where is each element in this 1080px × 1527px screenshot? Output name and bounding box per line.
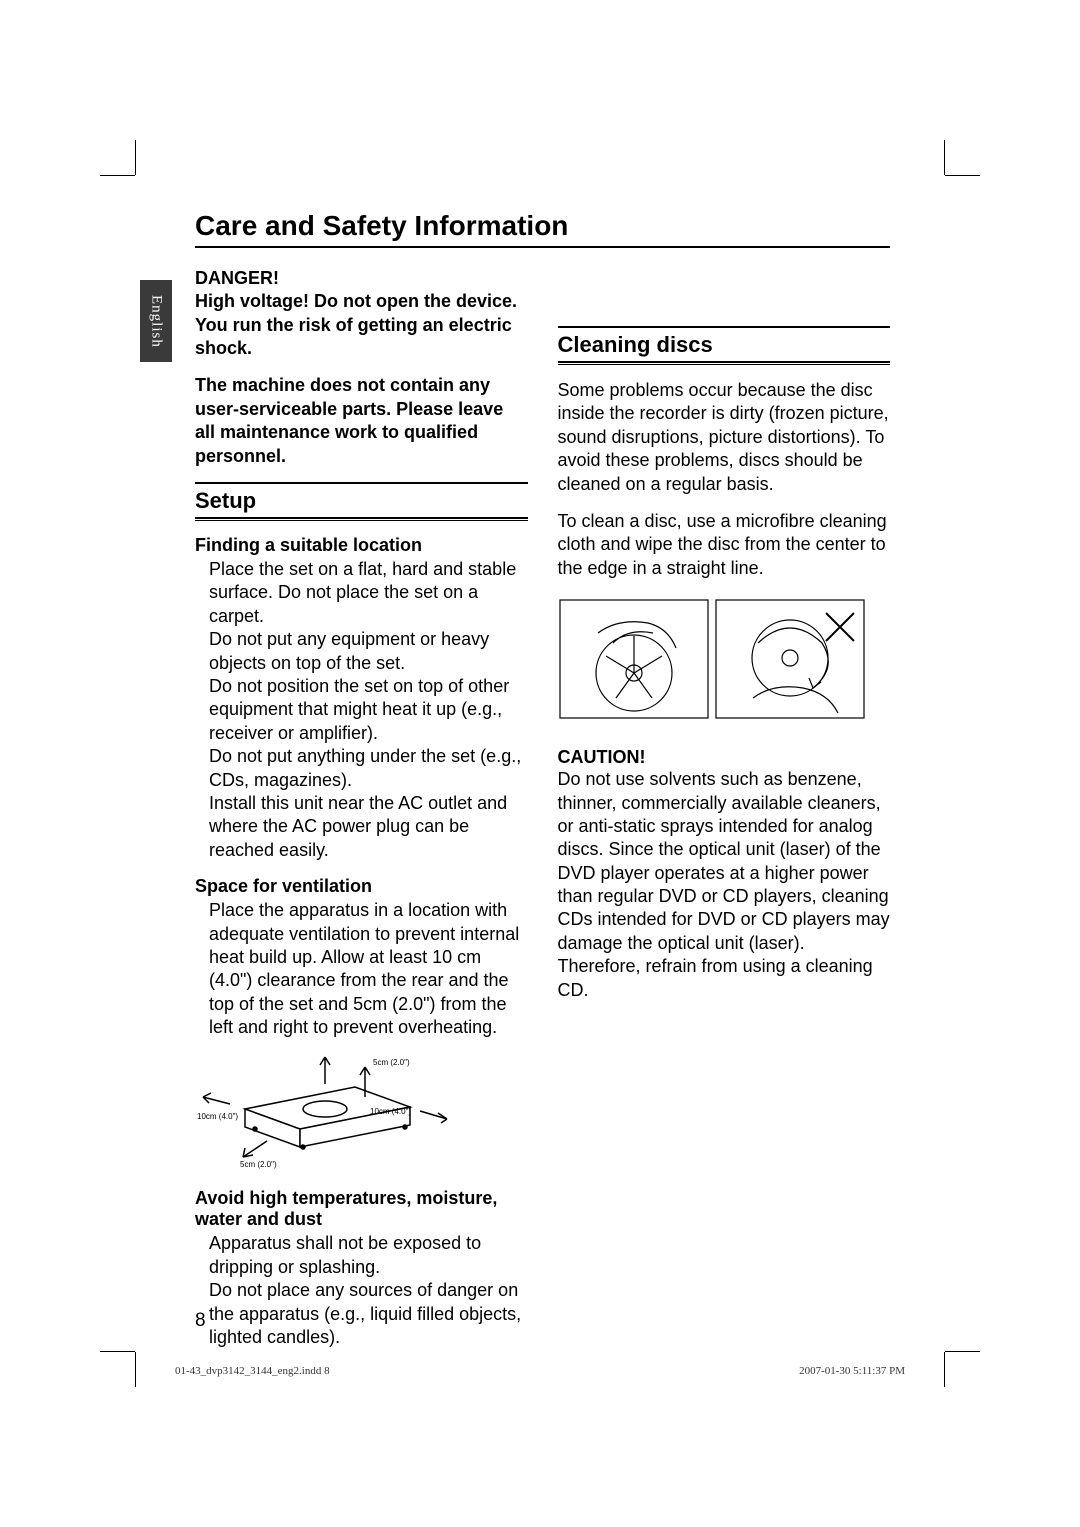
location-list: Place the set on a flat, hard and stable… <box>195 558 528 862</box>
crop-mark <box>944 140 945 175</box>
danger-text-2: The machine does not contain any user-se… <box>195 374 528 468</box>
crop-mark <box>945 1351 980 1352</box>
rule-double <box>558 361 891 365</box>
rule-double <box>195 517 528 521</box>
ventilation-list: Place the apparatus in a location with a… <box>195 899 528 1039</box>
page-title: Care and Safety Information <box>195 210 890 248</box>
ventilation-diagram: 5cm (2.0") 10cm (4.0") 10cm (4.0") 5cm (… <box>195 1049 528 1174</box>
disc-cleaning-diagram <box>558 598 891 733</box>
right-column: Cleaning discs Some problems occur becau… <box>558 266 891 1349</box>
subhead-avoid: Avoid high temperatures, moisture, water… <box>195 1188 528 1230</box>
cleaning-heading: Cleaning discs <box>558 328 891 361</box>
crop-mark <box>100 1351 135 1352</box>
list-item: Do not put any equipment or heavy object… <box>209 628 528 675</box>
list-item: Do not put anything under the set (e.g.,… <box>209 745 528 792</box>
footer-timestamp: 2007-01-30 5:11:37 PM <box>799 1365 905 1377</box>
crop-mark <box>135 1352 136 1387</box>
list-item: Place the set on a flat, hard and stable… <box>209 558 528 628</box>
avoid-list: Apparatus shall not be exposed to drippi… <box>195 1232 528 1349</box>
caution-text: Do not use solvents such as benzene, thi… <box>558 768 891 1002</box>
language-tab: English <box>140 280 172 362</box>
danger-text-1: High voltage! Do not open the device. Yo… <box>195 290 528 360</box>
diag-label: 5cm (2.0") <box>240 1160 277 1169</box>
footer-file: 01-43_dvp3142_3144_eng2.indd 8 <box>175 1365 330 1377</box>
page-number: 8 <box>195 1310 206 1332</box>
cleaning-p2: To clean a disc, use a microfibre cleani… <box>558 510 891 580</box>
subhead-ventilation: Space for ventilation <box>195 876 528 897</box>
page-content: English Care and Safety Information DANG… <box>195 210 890 1327</box>
print-footer: 01-43_dvp3142_3144_eng2.indd 8 2007-01-3… <box>175 1365 905 1377</box>
diag-label: 5cm (2.0") <box>373 1058 410 1067</box>
cleaning-p1: Some problems occur because the disc ins… <box>558 379 891 496</box>
subhead-location: Finding a suitable location <box>195 535 528 556</box>
crop-mark <box>100 175 135 176</box>
crop-mark <box>945 175 980 176</box>
list-item: Install this unit near the AC outlet and… <box>209 792 528 862</box>
setup-heading: Setup <box>195 484 528 517</box>
list-item: Do not place any sources of danger on th… <box>209 1279 528 1349</box>
left-column: DANGER! High voltage! Do not open the de… <box>195 266 528 1349</box>
diag-label: 10cm (4.0") <box>197 1112 238 1121</box>
danger-label: DANGER! <box>195 266 528 290</box>
list-item: Apparatus shall not be exposed to drippi… <box>209 1232 528 1279</box>
caution-label: CAUTION! <box>558 747 891 768</box>
diag-label: 10cm (4.0") <box>370 1107 411 1116</box>
list-item: Place the apparatus in a location with a… <box>209 899 528 1039</box>
crop-mark <box>135 140 136 175</box>
crop-mark <box>944 1352 945 1387</box>
list-item: Do not position the set on top of other … <box>209 675 528 745</box>
